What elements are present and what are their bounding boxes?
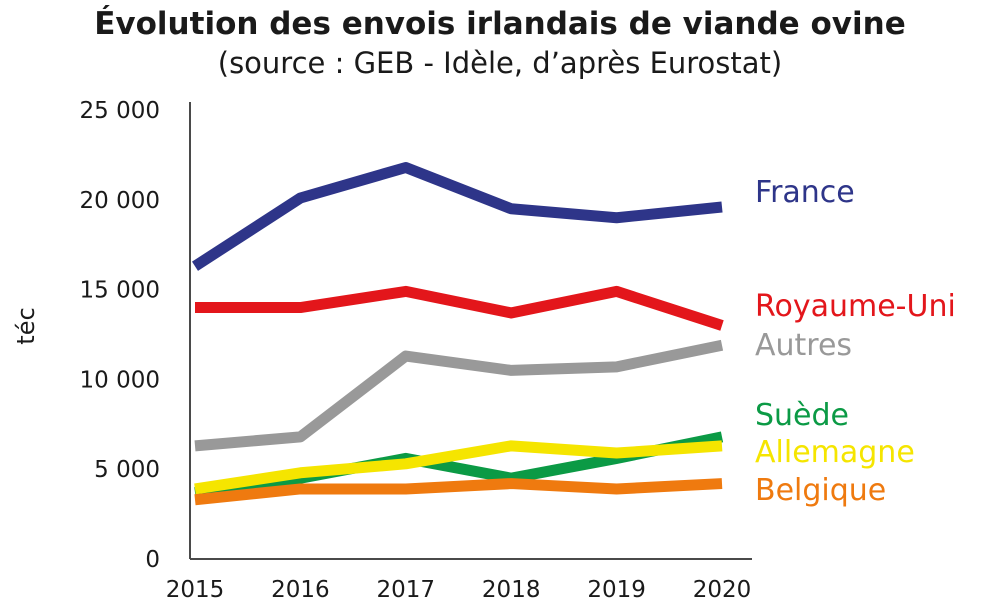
y-tick-label: 20 000 <box>80 188 160 214</box>
series-line-autres <box>194 339 724 452</box>
series-labels: France Royaume-Uni Autres SuèdeAllemagneBel… <box>755 175 956 508</box>
series-line-allemagne <box>194 440 723 495</box>
x-tick-label: 2018 <box>482 577 541 603</box>
chart-subtitle: (source : GEB - Idèle, d’après Eurostat) <box>217 46 783 80</box>
chart-title: Évolution des envois irlandais de viande… <box>94 6 906 42</box>
y-tick-label: 0 <box>145 547 160 573</box>
x-tick-label: 2015 <box>166 577 225 603</box>
y-axis-label: téc <box>12 307 40 344</box>
x-tick-label: 2019 <box>587 577 646 603</box>
series-line-belgique <box>194 478 723 506</box>
legend-label-autres: Autres <box>755 328 852 363</box>
series-lines <box>192 161 724 506</box>
y-tick-label: 15 000 <box>80 278 160 304</box>
series-line-royaume-uni <box>195 285 724 331</box>
legend-label-royaume-uni: Royaume-Uni <box>755 289 956 324</box>
legend-label-allemagne: Allemagne <box>755 435 915 470</box>
legend-label-belgique: Belgique <box>755 473 886 508</box>
x-tick-label: 2017 <box>377 577 436 603</box>
y-tick-label: 5 000 <box>94 457 160 483</box>
x-tick-label: 2016 <box>271 577 330 603</box>
y-tick-label: 10 000 <box>80 367 160 393</box>
x-tick-label: 2020 <box>693 577 752 603</box>
series-line-france <box>192 161 723 271</box>
legend-label-su-de: Suède <box>755 398 849 433</box>
legend-label-france: France <box>755 175 855 210</box>
y-tick-label: 25 000 <box>80 98 160 124</box>
axes: 0 5 000 10 000 15 000 20 000 25 000 2015 2016 20… <box>12 98 752 603</box>
